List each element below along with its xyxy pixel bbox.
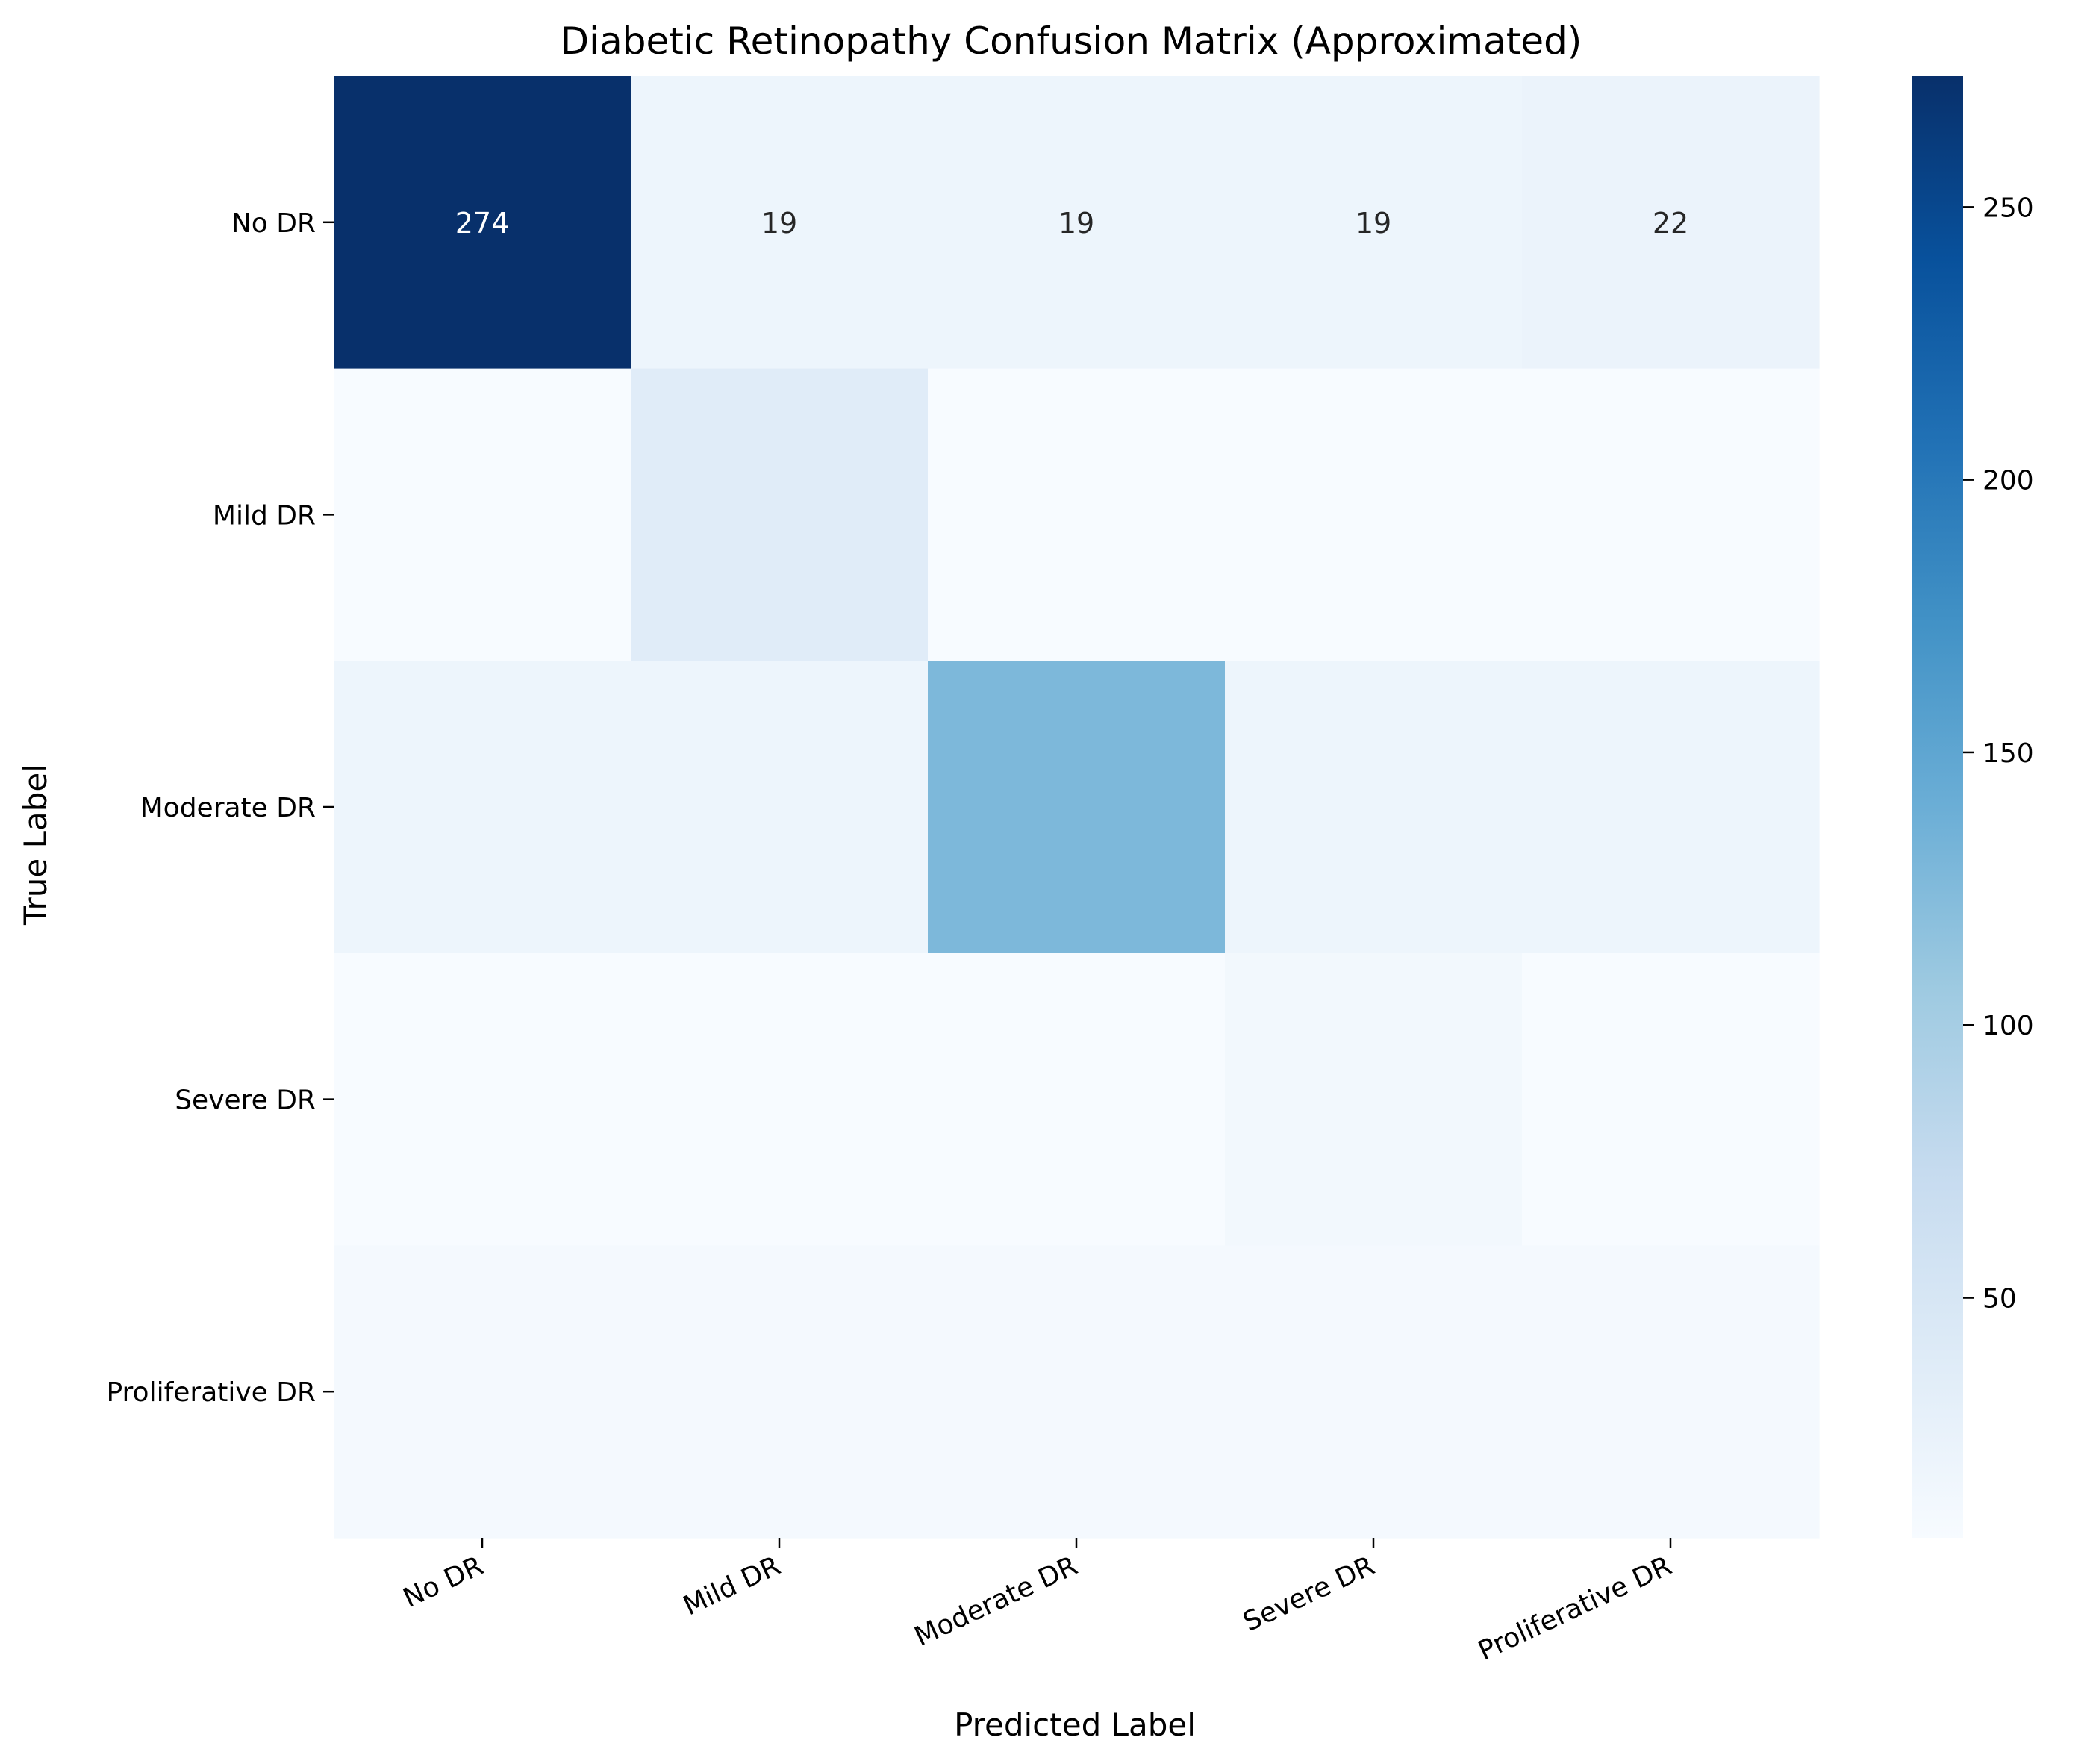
heatmap-cell [1225,661,1523,954]
y-tick-label: No DR [231,208,316,239]
y-tick-label: Moderate DR [140,793,316,823]
colorbar [1912,76,1963,1538]
cell-annotation: 274 [455,207,510,240]
colorbar-tick-label: 50 [1983,1284,2017,1315]
chart-title: Diabetic Retinopathy Confusion Matrix (A… [561,19,1582,63]
heatmap-cell [631,368,929,661]
heatmap-cell [928,661,1226,954]
y-tick-label: Proliferative DR [106,1377,316,1408]
heatmap-cell [631,953,929,1246]
heatmap-cells [334,76,1820,1539]
heatmap-cell [1225,953,1523,1246]
heatmap-cell [1225,368,1523,661]
heatmap-cell [1225,1245,1523,1539]
heatmap-cell [631,661,929,954]
y-tick-label: Mild DR [213,500,316,531]
heatmap-cell [1522,953,1820,1246]
colorbar-ticks: 50 100 150 200 250 [1963,193,2034,1315]
heatmap-cell [334,661,631,954]
heatmap-cell [334,1245,631,1539]
heatmap-cell [1522,76,1820,370]
heatmap-cell [1522,1245,1820,1539]
heatmap-cell [631,1245,929,1539]
cell-annotation: 19 [1356,207,1391,240]
cell-annotations: 274 19 19 19 22 [455,207,1688,240]
heatmap-cell [928,953,1226,1246]
heatmap-cell [928,76,1226,370]
colorbar-tick-label: 150 [1983,738,2034,769]
heatmap-cell [1522,661,1820,954]
heatmap-cell [928,1245,1226,1539]
y-axis-ticks: No DR Mild DR Moderate DR Severe DR Prolifer… [106,208,334,1408]
heatmap-cell [334,953,631,1246]
y-tick-label: Severe DR [175,1085,316,1116]
heatmap-cell [334,368,631,661]
heatmap-cell [1522,368,1820,661]
cell-annotation: 19 [761,207,797,240]
x-axis-label: Predicted Label [954,1707,1196,1743]
cell-annotation: 22 [1653,207,1688,240]
cell-annotation: 19 [1058,207,1094,240]
heatmap-cell [928,368,1226,661]
heatmap-cell [334,76,631,370]
colorbar-tick-label: 250 [1983,193,2034,223]
colorbar-tick-label: 100 [1983,1011,2034,1041]
y-axis-label: True Label [17,764,54,926]
heatmap-cell [631,76,929,370]
heatmap-cell [1225,76,1523,370]
colorbar-tick-label: 200 [1983,466,2034,496]
